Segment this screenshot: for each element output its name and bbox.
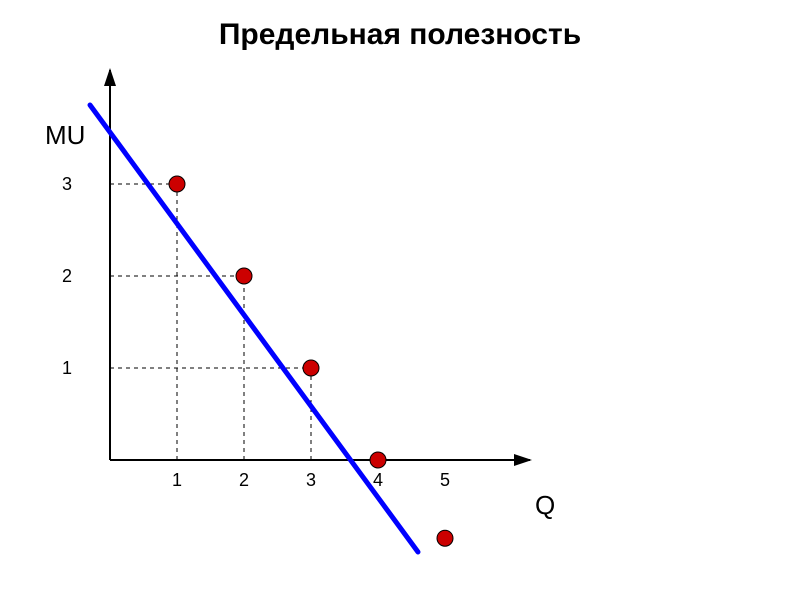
- x-tick-label: 1: [172, 470, 182, 491]
- x-tick-label: 4: [373, 470, 383, 491]
- chart-svg: [0, 0, 800, 600]
- data-point: [370, 452, 386, 468]
- trend-line: [90, 105, 418, 552]
- x-axis-label: Q: [535, 490, 555, 521]
- y-axis-label: MU: [45, 120, 85, 151]
- x-tick-label: 3: [306, 470, 316, 491]
- chart-area: [0, 0, 800, 600]
- x-tick-label: 5: [440, 470, 450, 491]
- x-tick-label: 2: [239, 470, 249, 491]
- data-point: [169, 176, 185, 192]
- y-tick-label: 1: [62, 358, 72, 379]
- data-point: [236, 268, 252, 284]
- data-point: [303, 360, 319, 376]
- data-point: [437, 530, 453, 546]
- y-tick-label: 3: [62, 174, 72, 195]
- y-tick-label: 2: [62, 266, 72, 287]
